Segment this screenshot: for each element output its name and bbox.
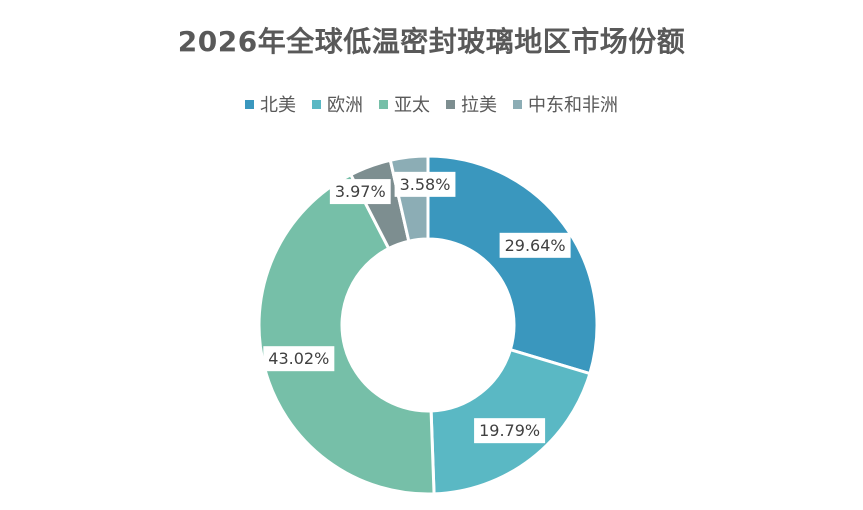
legend-item: 北美	[245, 91, 296, 117]
data-label: 3.97%	[329, 179, 391, 205]
donut-slice	[257, 172, 436, 496]
legend-item: 拉美	[446, 91, 497, 117]
data-label-text: 3.58%	[400, 175, 451, 194]
data-label: 19.79%	[474, 418, 546, 444]
data-label-background	[263, 346, 335, 372]
chart-legend: 北美 欧洲 亚太 拉美 中东和非洲	[0, 91, 863, 117]
donut-slice	[426, 154, 599, 376]
data-label-background	[474, 418, 546, 444]
data-label-background	[394, 171, 456, 197]
data-label-text: 19.79%	[479, 421, 540, 440]
data-label: 29.64%	[499, 232, 571, 258]
legend-swatch	[245, 99, 254, 109]
legend-item: 亚太	[379, 91, 430, 117]
legend-label: 拉美	[461, 95, 497, 116]
legend-swatch	[446, 99, 455, 109]
legend-label: 欧洲	[327, 95, 363, 116]
legend-item: 欧洲	[312, 91, 363, 117]
legend-item: 中东和非洲	[513, 91, 618, 117]
data-label: 3.58%	[394, 171, 456, 197]
legend-label: 北美	[260, 95, 296, 116]
legend-label: 中东和非洲	[528, 95, 618, 116]
legend-swatch	[513, 99, 522, 109]
legend-label: 亚太	[394, 95, 430, 116]
data-label: 43.02%	[263, 346, 335, 372]
data-label-text: 3.97%	[335, 182, 386, 201]
chart-title: 2026年全球低温密封玻璃地区市场份额	[177, 25, 686, 58]
data-label-text: 43.02%	[268, 349, 329, 368]
data-label-background	[329, 179, 391, 205]
legend-swatch	[379, 99, 388, 109]
legend-swatch	[312, 99, 321, 109]
data-label-text: 29.64%	[505, 236, 566, 255]
data-label-background	[499, 232, 571, 258]
